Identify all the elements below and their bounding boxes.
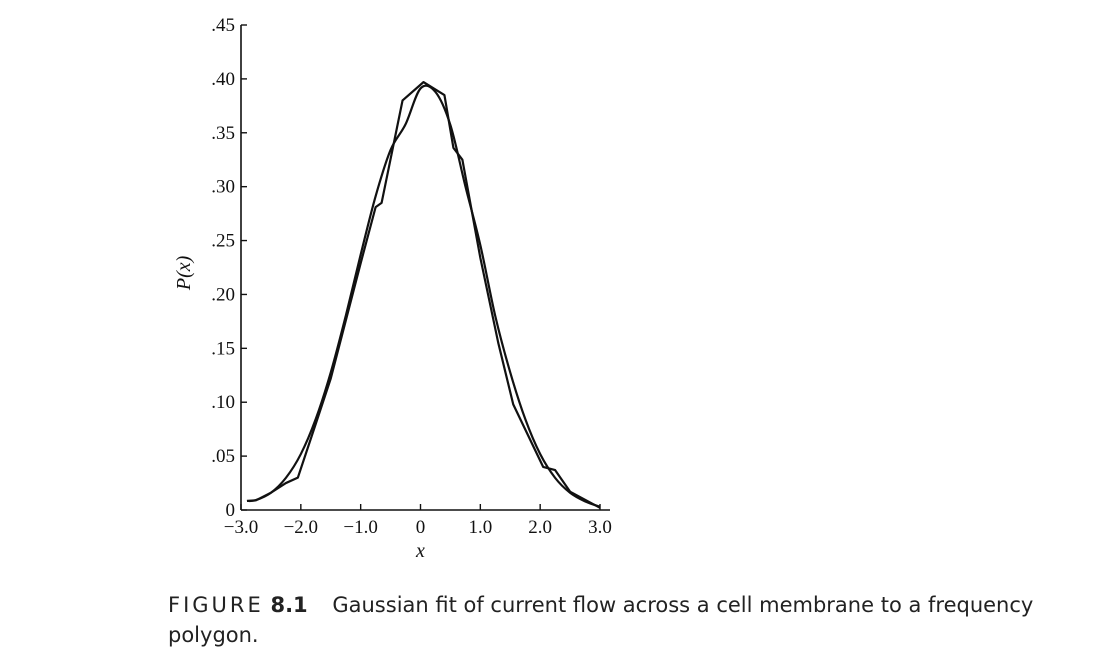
y-tick-label: .25 [211, 231, 235, 252]
series [246, 81, 601, 509]
frequency-polygon-line [246, 81, 601, 509]
y-tick-label: 0 [226, 500, 236, 521]
y-tick-label: .20 [211, 284, 235, 305]
y-tick-label: .15 [211, 338, 235, 359]
y-ticks: 0 .05 .10 .15 .20 .25 .30 .35 .40 .45 [211, 15, 247, 521]
y-tick-label: .40 [211, 69, 235, 90]
figure-number: 8.1 [270, 593, 308, 617]
gaussian-fit-curve [246, 84, 601, 508]
y-tick-label: .10 [211, 392, 235, 413]
x-tick-label: −2.0 [284, 517, 318, 538]
x-tick-label: 1.0 [468, 517, 492, 538]
y-tick-label: .45 [211, 15, 235, 36]
caption-text: Gaussian fit of current flow across a ce… [168, 593, 1034, 647]
figure-caption: FIGURE 8.1 Gaussian fit of current flow … [168, 590, 1048, 650]
x-tick-label: −3.0 [224, 517, 258, 538]
x-tick-label: −1.0 [343, 517, 377, 538]
y-axis-label: P(x) [173, 255, 195, 291]
x-tick-label: 3.0 [588, 517, 612, 538]
x-tick-label: 2.0 [528, 517, 552, 538]
x-axis-label: x [415, 540, 425, 562]
y-tick-label: .35 [211, 123, 235, 144]
figure-word: FIGURE [168, 593, 264, 617]
y-tick-label: .05 [211, 446, 235, 467]
chart: 0 .05 .10 .15 .20 .25 .30 .35 .40 .45 −3.0 −2.0 −1.… [173, 15, 612, 562]
x-tick-label: 0 [416, 517, 426, 538]
x-ticks: −3.0 −2.0 −1.0 0 1.0 2.0 3.0 [224, 504, 612, 538]
y-tick-label: .30 [211, 177, 235, 198]
